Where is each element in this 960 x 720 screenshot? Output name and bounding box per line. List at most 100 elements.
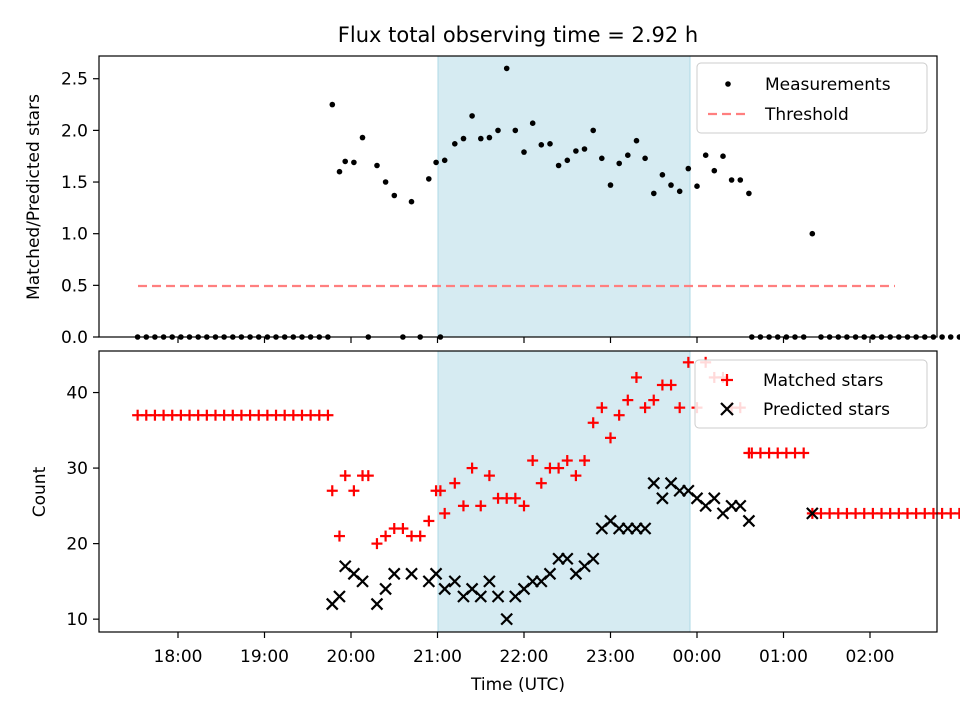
- matched-star-point: [339, 470, 351, 482]
- predicted-star-point: [474, 590, 488, 603]
- matched-star-point: [553, 462, 565, 474]
- x-tick-label: 02:00: [846, 647, 895, 667]
- predicted-star-point: [370, 597, 384, 611]
- x-tick-label: 22:00: [500, 647, 549, 667]
- top-y-axis-label: Matched/Predicted stars: [24, 94, 44, 300]
- measurement-point: [651, 190, 657, 197]
- matched-star-point: [527, 455, 539, 467]
- top-y-tick-label: 1.5: [61, 173, 88, 193]
- predicted-star-point: [387, 567, 401, 581]
- bottom-y-tick-label: 20: [66, 535, 88, 555]
- measurement-point: [809, 230, 816, 237]
- bottom-panel: 10 20 30 40 18:00 19:00 20:00 21:00 22:00 23:00 0…: [30, 350, 960, 695]
- measurement-point: [351, 159, 357, 166]
- matched-star-point: [423, 515, 435, 527]
- legend-measurements-marker: [725, 81, 731, 87]
- predicted-star-point: [586, 552, 600, 566]
- bottom-y-tick-label: 30: [66, 459, 88, 479]
- matched-star-point: [333, 530, 345, 542]
- measurement-point: [956, 334, 960, 340]
- matched-star-point: [457, 500, 469, 512]
- predicted-stars-points: [325, 476, 819, 626]
- bottom-y-tick-label: 40: [66, 384, 88, 404]
- measurement-point: [633, 137, 640, 144]
- predicted-star-point: [405, 567, 418, 581]
- bottom-legend: Matched stars Predicted stars: [694, 359, 928, 429]
- measurement-point: [391, 192, 398, 199]
- top-legend-box: [696, 62, 928, 134]
- top-y-tick-label: 0.5: [61, 276, 88, 296]
- predicted-star-point: [491, 590, 505, 603]
- measurement-point: [737, 177, 744, 183]
- matched-star-point: [326, 485, 338, 497]
- matched-star-point: [648, 394, 660, 406]
- measurement-point: [408, 198, 415, 205]
- measurement-point: [720, 153, 726, 159]
- measurement-point: [382, 179, 389, 185]
- measurement-point: [486, 134, 493, 141]
- measurement-point: [676, 188, 683, 195]
- measurement-point: [555, 162, 562, 169]
- measurement-point: [616, 160, 622, 167]
- x-tick-label: 23:00: [586, 647, 635, 667]
- top-axes-frame: [98, 55, 938, 338]
- matched-star-point: [535, 477, 547, 489]
- matched-stars-points: [132, 356, 960, 550]
- measurement-point: [659, 172, 666, 178]
- matched-star-point: [561, 455, 573, 467]
- x-tick-label: 01:00: [759, 647, 808, 667]
- measurement-point: [590, 127, 596, 134]
- top-y-tick-label: 1.0: [61, 225, 88, 245]
- measurement-point: [452, 141, 458, 147]
- predicted-star-point: [333, 590, 346, 603]
- legend-predicted-label: Predicted stars: [763, 400, 890, 420]
- bottom-axes-frame: [98, 350, 938, 633]
- x-tick-label: 18:00: [154, 647, 203, 667]
- measurement-point: [529, 120, 536, 126]
- matched-star-point: [449, 477, 461, 489]
- matched-star-point: [674, 402, 686, 414]
- bottom-shaded-interval: [438, 351, 690, 632]
- matched-star-point: [798, 447, 810, 459]
- measurement-point: [441, 157, 448, 164]
- measurement-point: [573, 148, 579, 154]
- top-legend: Measurements Threshold: [696, 62, 928, 134]
- measurement-point: [625, 152, 631, 158]
- predicted-star-point: [500, 612, 513, 626]
- measurement-point: [685, 165, 692, 172]
- top-y-tick-label: 0.0: [61, 328, 88, 348]
- bottom-y-axis-label: Count: [30, 466, 50, 517]
- matched-star-point: [613, 409, 625, 421]
- measurement-point: [711, 167, 718, 174]
- predicted-star-point: [429, 567, 443, 581]
- measurement-point: [728, 177, 735, 183]
- measurement-point: [746, 190, 752, 197]
- measurement-point: [668, 182, 674, 188]
- measurement-point: [694, 183, 700, 189]
- matched-star-point: [570, 470, 582, 482]
- matched-star-point: [371, 538, 383, 550]
- x-tick-label: 19:00: [240, 647, 289, 667]
- top-panel: 0.0 0.5 1.0 1.5 2.0 2.5 Matched/Predicted sta…: [24, 55, 960, 348]
- legend-measurements-label: Measurements: [765, 75, 891, 95]
- matched-star-point: [397, 523, 409, 535]
- top-measurement-points: [134, 65, 960, 340]
- measurement-point: [939, 334, 945, 340]
- top-y-tick-label: 2.0: [61, 121, 88, 141]
- predicted-star-point: [379, 582, 392, 596]
- predicted-star-point: [656, 492, 669, 505]
- measurement-point: [512, 127, 519, 134]
- matched-star-point: [380, 530, 392, 542]
- bottom-y-tick-label: 10: [66, 610, 88, 630]
- bottom-legend-box: [694, 359, 928, 429]
- matched-star-point: [483, 470, 495, 482]
- matched-star-point: [518, 500, 530, 512]
- predicted-star-point: [560, 552, 574, 566]
- measurement-point: [947, 334, 954, 340]
- measurement-point: [495, 127, 501, 134]
- measurement-point: [521, 149, 527, 155]
- measurement-point: [599, 155, 605, 162]
- bottom-x-ticks: 18:00 19:00 20:00 21:00 22:00 23:00 00:00 01:00…: [154, 632, 895, 667]
- measurement-point: [342, 158, 349, 165]
- matched-star-point: [622, 394, 634, 406]
